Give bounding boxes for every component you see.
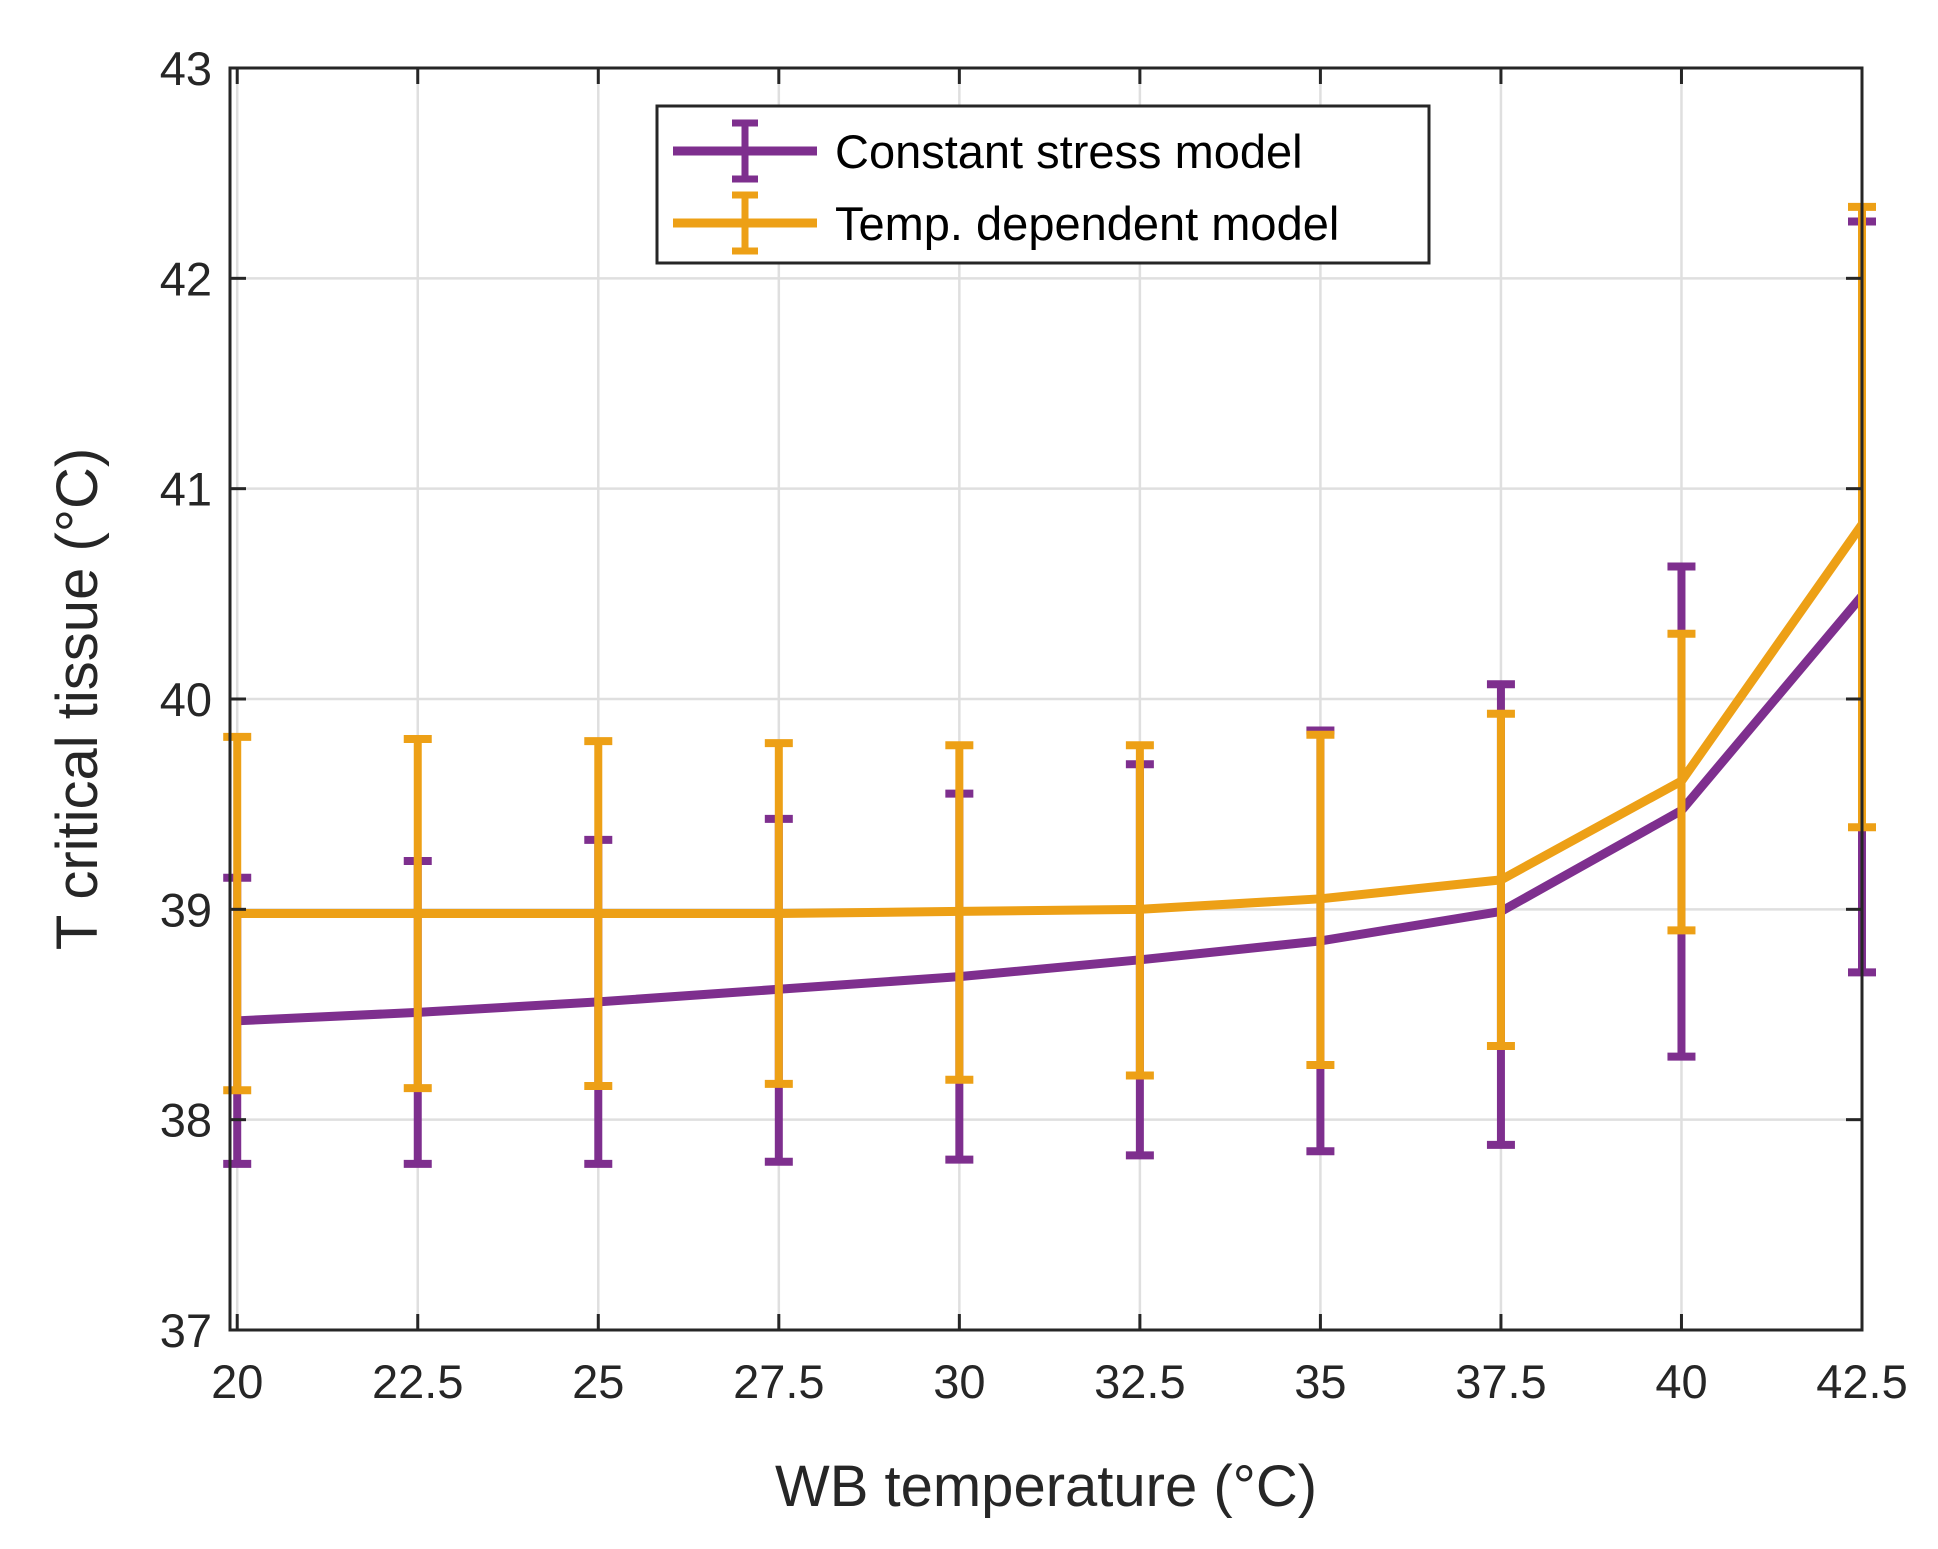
y-tick-label: 37 xyxy=(160,1304,212,1357)
x-tick-label: 27.5 xyxy=(733,1355,824,1408)
legend-box xyxy=(655,104,1431,265)
x-tick-label: 42.5 xyxy=(1816,1355,1907,1408)
x-tick-label: 30 xyxy=(933,1355,985,1408)
x-tick-label: 35 xyxy=(1294,1355,1346,1408)
x-axis-label: WB temperature (°C) xyxy=(775,1454,1317,1519)
x-tick-label: 20 xyxy=(211,1355,263,1408)
series-line xyxy=(237,521,1866,919)
x-tick-label: 25 xyxy=(572,1355,624,1408)
y-tick-label: 38 xyxy=(160,1094,212,1147)
y-tick-label: 39 xyxy=(160,883,212,936)
legend-entry: Constant stress model xyxy=(673,119,1303,183)
y-axis-label: T critical tissue (°C) xyxy=(45,448,110,950)
x-tick-label: 40 xyxy=(1655,1355,1707,1408)
legend-label: Temp. dependent model xyxy=(835,197,1339,250)
axis-ticks: 20 22.5 25 27.5 30 32.5 35 37.5 40 42.5 37 38 39 40 41… xyxy=(160,42,1908,1408)
y-tick-label: 41 xyxy=(160,463,212,516)
series-line xyxy=(237,593,1866,1026)
legend: Constant stress model Temp. dependent mod… xyxy=(655,104,1431,265)
y-tick-label: 43 xyxy=(160,42,212,95)
legend-entry: Temp. dependent model xyxy=(673,191,1339,255)
x-tick-label: 37.5 xyxy=(1455,1355,1546,1408)
y-tick-label: 42 xyxy=(160,252,212,305)
legend-label: Constant stress model xyxy=(835,125,1303,178)
x-tick-label: 32.5 xyxy=(1094,1355,1185,1408)
x-tick-label: 22.5 xyxy=(372,1355,463,1408)
y-tick-label: 40 xyxy=(160,673,212,726)
